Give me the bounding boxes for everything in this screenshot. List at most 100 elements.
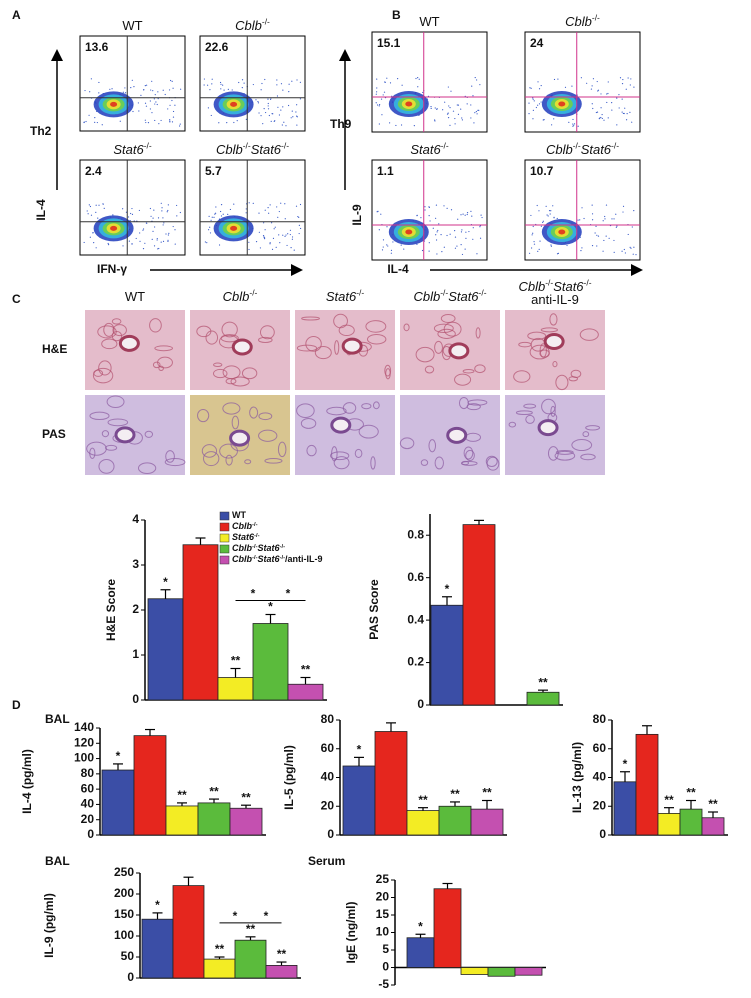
event-dot (602, 250, 604, 252)
event-dot (479, 84, 481, 86)
error-bar (386, 722, 396, 732)
event-dot (103, 207, 105, 209)
quadrant-value: 2.4 (85, 164, 102, 178)
event-dot (379, 103, 381, 106)
event-dot (157, 91, 159, 93)
event-dot (375, 93, 377, 95)
event-dot (162, 89, 164, 91)
tissue-texture (221, 321, 238, 338)
event-dot (428, 215, 430, 217)
event-dot (395, 124, 397, 127)
event-dot (596, 234, 598, 236)
y-axis-label: IL-13 (pg/ml) (570, 742, 584, 813)
event-dot (415, 77, 417, 80)
quadrant-value: 10.7 (530, 164, 554, 178)
event-dot (285, 234, 287, 236)
event-dot (454, 230, 456, 232)
event-dot (538, 248, 540, 251)
event-dot (464, 214, 466, 216)
event-dot (157, 98, 159, 100)
tissue-texture (338, 324, 355, 337)
tissue-texture (361, 403, 372, 410)
event-dot (137, 102, 139, 104)
event-dot (603, 119, 605, 121)
event-dot (435, 239, 438, 241)
event-dot (591, 219, 594, 221)
event-dot (209, 232, 212, 234)
event-dot (288, 91, 290, 93)
event-dot (156, 103, 158, 106)
event-dot (87, 213, 89, 215)
event-dot (597, 89, 600, 91)
y-tick-label: 60 (81, 781, 95, 795)
significance-marker: * (268, 600, 273, 614)
event-dot (157, 217, 160, 219)
event-dot (450, 209, 453, 211)
event-dot (531, 234, 533, 236)
density-blob (230, 225, 238, 231)
event-dot (298, 224, 300, 226)
event-dot (456, 104, 458, 106)
y-tick-label: 60 (321, 741, 335, 755)
event-dot (95, 204, 97, 206)
event-dot (131, 79, 133, 81)
event-dot (162, 224, 164, 226)
tissue-texture (314, 346, 332, 360)
event-dot (630, 78, 632, 80)
event-dot (595, 225, 597, 227)
tissue-texture (222, 402, 241, 415)
y-tick-label: 80 (593, 712, 607, 726)
tissue-texture (508, 421, 517, 428)
y-tick-label: 10 (376, 925, 390, 939)
event-dot (608, 237, 610, 239)
event-dot (446, 234, 448, 237)
event-dot (211, 78, 213, 80)
event-dot (248, 202, 250, 204)
event-dot (210, 219, 212, 221)
legend-label: Cblb-/-Stat6-/- (232, 543, 285, 553)
event-dot (172, 225, 174, 228)
event-dot (287, 104, 290, 107)
event-dot (474, 112, 476, 114)
event-dot (176, 204, 178, 207)
event-dot (90, 78, 92, 80)
event-dot (386, 244, 388, 246)
error-bar (241, 804, 251, 809)
event-dot (532, 109, 534, 111)
event-dot (473, 122, 475, 124)
event-dot (299, 227, 302, 230)
event-dot (616, 124, 618, 126)
event-dot (130, 212, 132, 215)
event-dot (268, 114, 270, 117)
plot-frame (79, 159, 186, 256)
error-bar (209, 798, 219, 803)
event-dot (269, 204, 271, 206)
error-bar (418, 807, 428, 811)
event-dot (460, 244, 462, 246)
error-bar (300, 676, 311, 685)
significance-marker: ** (177, 788, 187, 802)
event-dot (285, 125, 287, 127)
event-dot (375, 102, 377, 104)
event-dot (273, 228, 275, 230)
tissue-texture (555, 374, 569, 391)
event-dot (252, 202, 254, 204)
event-dot (145, 121, 147, 124)
significance-marker: * (418, 919, 423, 933)
tissue-texture (330, 451, 350, 461)
event-dot (577, 219, 579, 221)
event-dot (223, 89, 225, 91)
tissue-texture (424, 365, 435, 374)
y-tick-label: 0 (132, 692, 139, 706)
event-dot (299, 81, 302, 83)
tissue-texture (111, 331, 123, 342)
event-dot (263, 236, 265, 238)
event-dot (145, 105, 148, 107)
event-dot (532, 232, 534, 234)
y-tick-label: 0.2 (407, 655, 424, 669)
event-dot (532, 225, 534, 228)
event-dot (586, 82, 588, 84)
tissue-texture (358, 424, 379, 439)
y-tick-label: 0 (127, 970, 134, 984)
event-dot (214, 212, 217, 214)
